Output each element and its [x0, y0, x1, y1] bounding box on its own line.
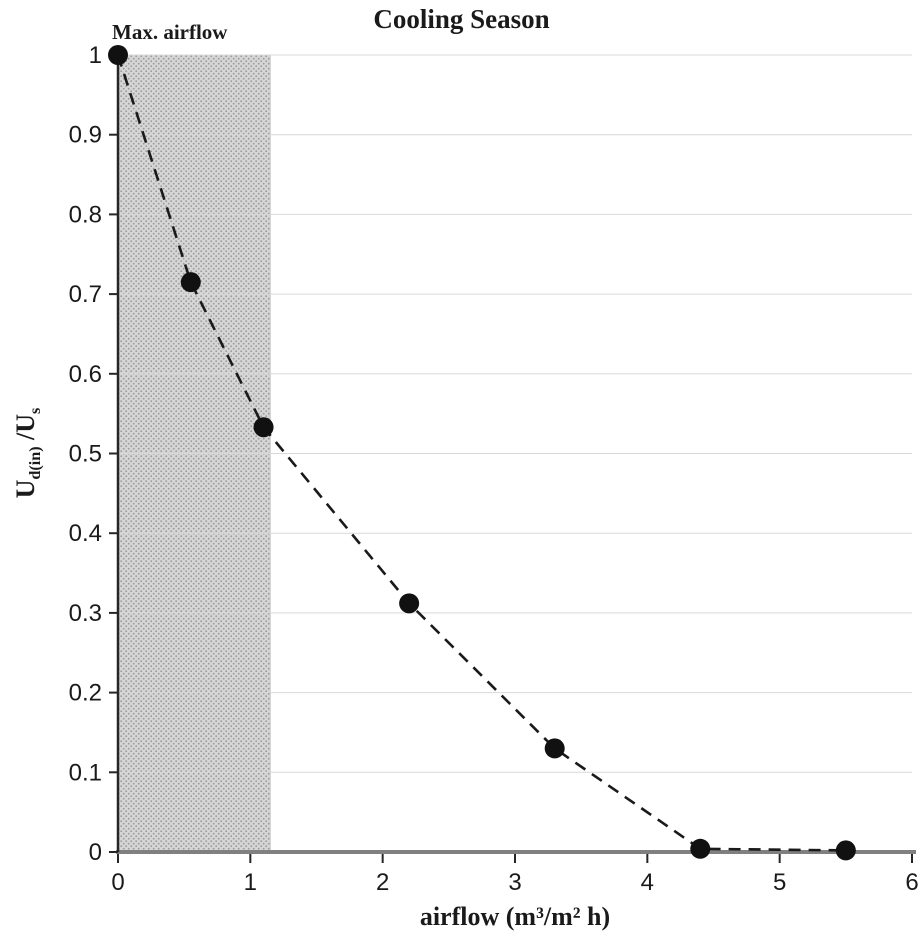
y-tick-label: 0.2 [69, 680, 102, 707]
x-tick-label: 3 [508, 869, 521, 896]
y-axis-label: Ud(in) /Us [11, 408, 45, 499]
x-tick-label: 4 [641, 869, 654, 896]
y-tick-label: 0.1 [69, 759, 102, 786]
y-axis-label-part: d(in) [27, 446, 45, 480]
x-tick-label: 0 [111, 869, 124, 896]
chart-title: Cooling Season [373, 4, 550, 34]
y-tick-label: 1 [89, 42, 102, 69]
data-point [253, 417, 274, 438]
y-axis-label-part: s [27, 407, 45, 414]
data-point [108, 45, 128, 65]
y-axis-label-part: U [10, 479, 40, 499]
data-point [690, 838, 711, 859]
y-tick-label: 0 [89, 839, 102, 866]
data-point [399, 593, 420, 614]
y-tick-label: 0.3 [69, 600, 102, 627]
y-tick-label: 0.9 [69, 122, 102, 149]
y-tick-label: 0.6 [69, 361, 102, 388]
y-tick-label: 0.7 [69, 281, 102, 308]
x-tick-label: 1 [244, 869, 257, 896]
y-tick-label: 0.5 [69, 441, 102, 468]
y-axis-label-part: /U [10, 413, 40, 447]
data-point [835, 840, 856, 861]
y-tick-label: 0.4 [69, 520, 102, 547]
x-axis-label: airflow (m³/m² h) [419, 902, 611, 931]
x-tick-label: 2 [376, 869, 389, 896]
x-tick-label: 5 [773, 869, 786, 896]
data-point [544, 738, 565, 759]
x-tick-label: 6 [905, 869, 918, 896]
y-tick-label: 0.8 [69, 201, 102, 228]
max-airflow-annotation: Max. airflow [112, 20, 228, 44]
data-point [180, 272, 201, 293]
